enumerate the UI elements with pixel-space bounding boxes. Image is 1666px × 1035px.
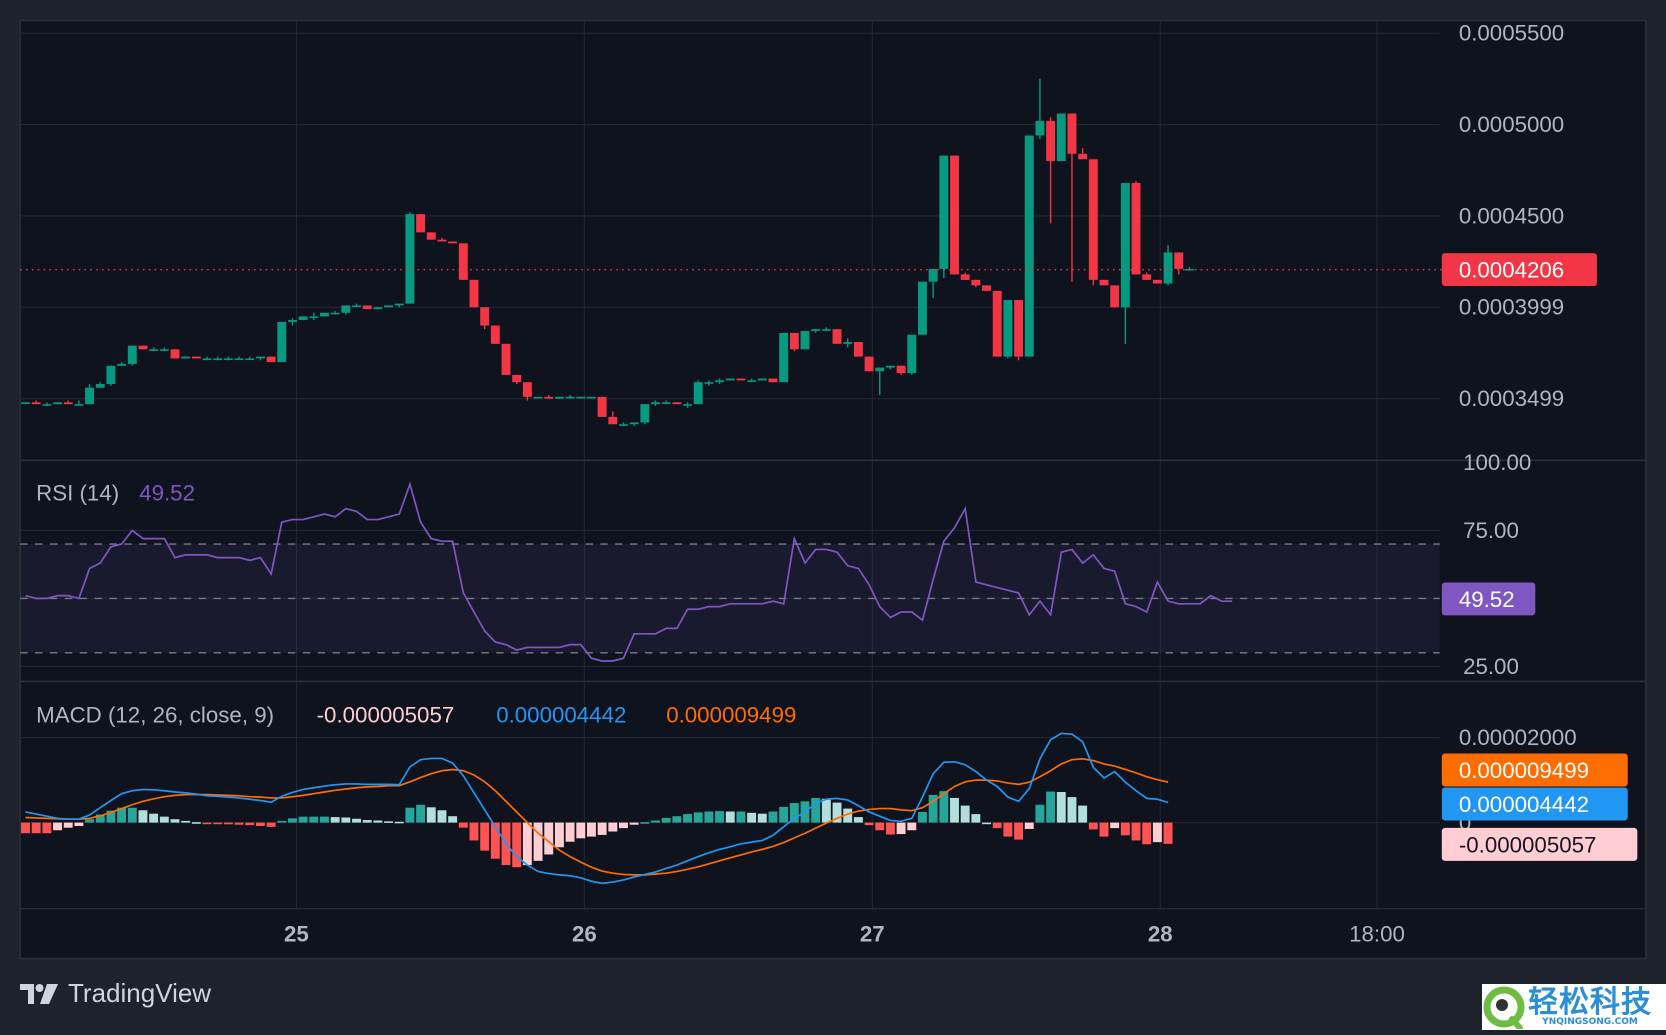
time-axis-label: 28 (1148, 922, 1173, 947)
time-axis-label: 25 (284, 922, 309, 947)
last-price-value: 0.0004206 (1459, 258, 1564, 283)
macd-legend-macd: 0.000004442 (496, 703, 626, 728)
candlesticks (21, 78, 1194, 427)
macd-tag-value: 0.000004442 (1459, 792, 1589, 817)
tradingview-logo-icon (20, 983, 58, 1004)
histogram-tag-value: -0.000005057 (1459, 832, 1597, 857)
price-pane[interactable]: 0.0005500 0.0005000 0.0004500 0.0003999 0.00… (20, 20, 1597, 909)
time-axis-label: 27 (860, 922, 885, 947)
macd-value-tag: 0.000004442 (1441, 787, 1628, 821)
rsi-axis[interactable]: 100.00 75.00 25.00 (1463, 450, 1531, 679)
signal-line (25, 757, 1169, 876)
rsi-axis-label: 25.00 (1463, 654, 1519, 679)
price-axis-label: 0.0004500 (1459, 203, 1564, 228)
rsi-pane[interactable]: 100.00 75.00 25.00 RSI (14) 49.52 49.52 (20, 450, 1536, 679)
watermark: 轻松科技 YNQINGSONG.COM (1482, 984, 1666, 1030)
time-axis-label: 18:00 (1349, 922, 1405, 947)
macd-legend-title[interactable]: MACD (12, 26, close, 9) (36, 703, 274, 728)
last-price-tag: 0.0004206 (1441, 253, 1597, 287)
rsi-axis-label: 100.00 (1463, 450, 1531, 475)
histogram-value-tag: -0.000005057 (1441, 827, 1638, 861)
rsi-legend-value: 49.52 (139, 481, 195, 506)
tradingview-branding[interactable]: TradingView (20, 978, 211, 1009)
price-axis-label: 0.0005000 (1459, 112, 1564, 137)
chart-frame (19, 19, 1647, 960)
price-axis-label: 0.0003999 (1459, 295, 1564, 320)
price-axis[interactable]: 0.0005500 0.0005000 0.0004500 0.0003999 0.00… (1459, 21, 1564, 412)
rsi-tag-value: 49.52 (1459, 587, 1515, 612)
price-grid (20, 20, 1440, 909)
rsi-grid (20, 529, 1440, 667)
watermark-text: 轻松科技 (1528, 984, 1652, 1020)
price-axis-label: 0.0005500 (1459, 21, 1564, 46)
price-axis-label: 0.0003499 (1459, 386, 1564, 411)
rsi-line (25, 481, 1233, 662)
macd-histogram (21, 791, 1173, 868)
rsi-value-tag: 49.52 (1441, 582, 1536, 616)
signal-tag-value: 0.000009499 (1459, 758, 1589, 783)
time-axis-label: 26 (572, 922, 597, 947)
watermark-url: YNQINGSONG.COM (1542, 1016, 1638, 1027)
macd-legend-signal: 0.000009499 (666, 703, 796, 728)
time-axis[interactable]: 25 26 27 28 18:00 (284, 922, 1405, 947)
brand-name: TradingView (68, 978, 212, 1008)
macd-legend-histogram: -0.000005057 (317, 703, 455, 728)
rsi-axis-label: 75.00 (1463, 518, 1519, 543)
macd-axis-label: 0.00002000 (1459, 725, 1577, 750)
macd-line (25, 732, 1169, 885)
rsi-legend-title[interactable]: RSI (14) (36, 481, 119, 506)
signal-value-tag: 0.000009499 (1441, 753, 1628, 787)
watermark-eye-icon (1483, 986, 1525, 1029)
